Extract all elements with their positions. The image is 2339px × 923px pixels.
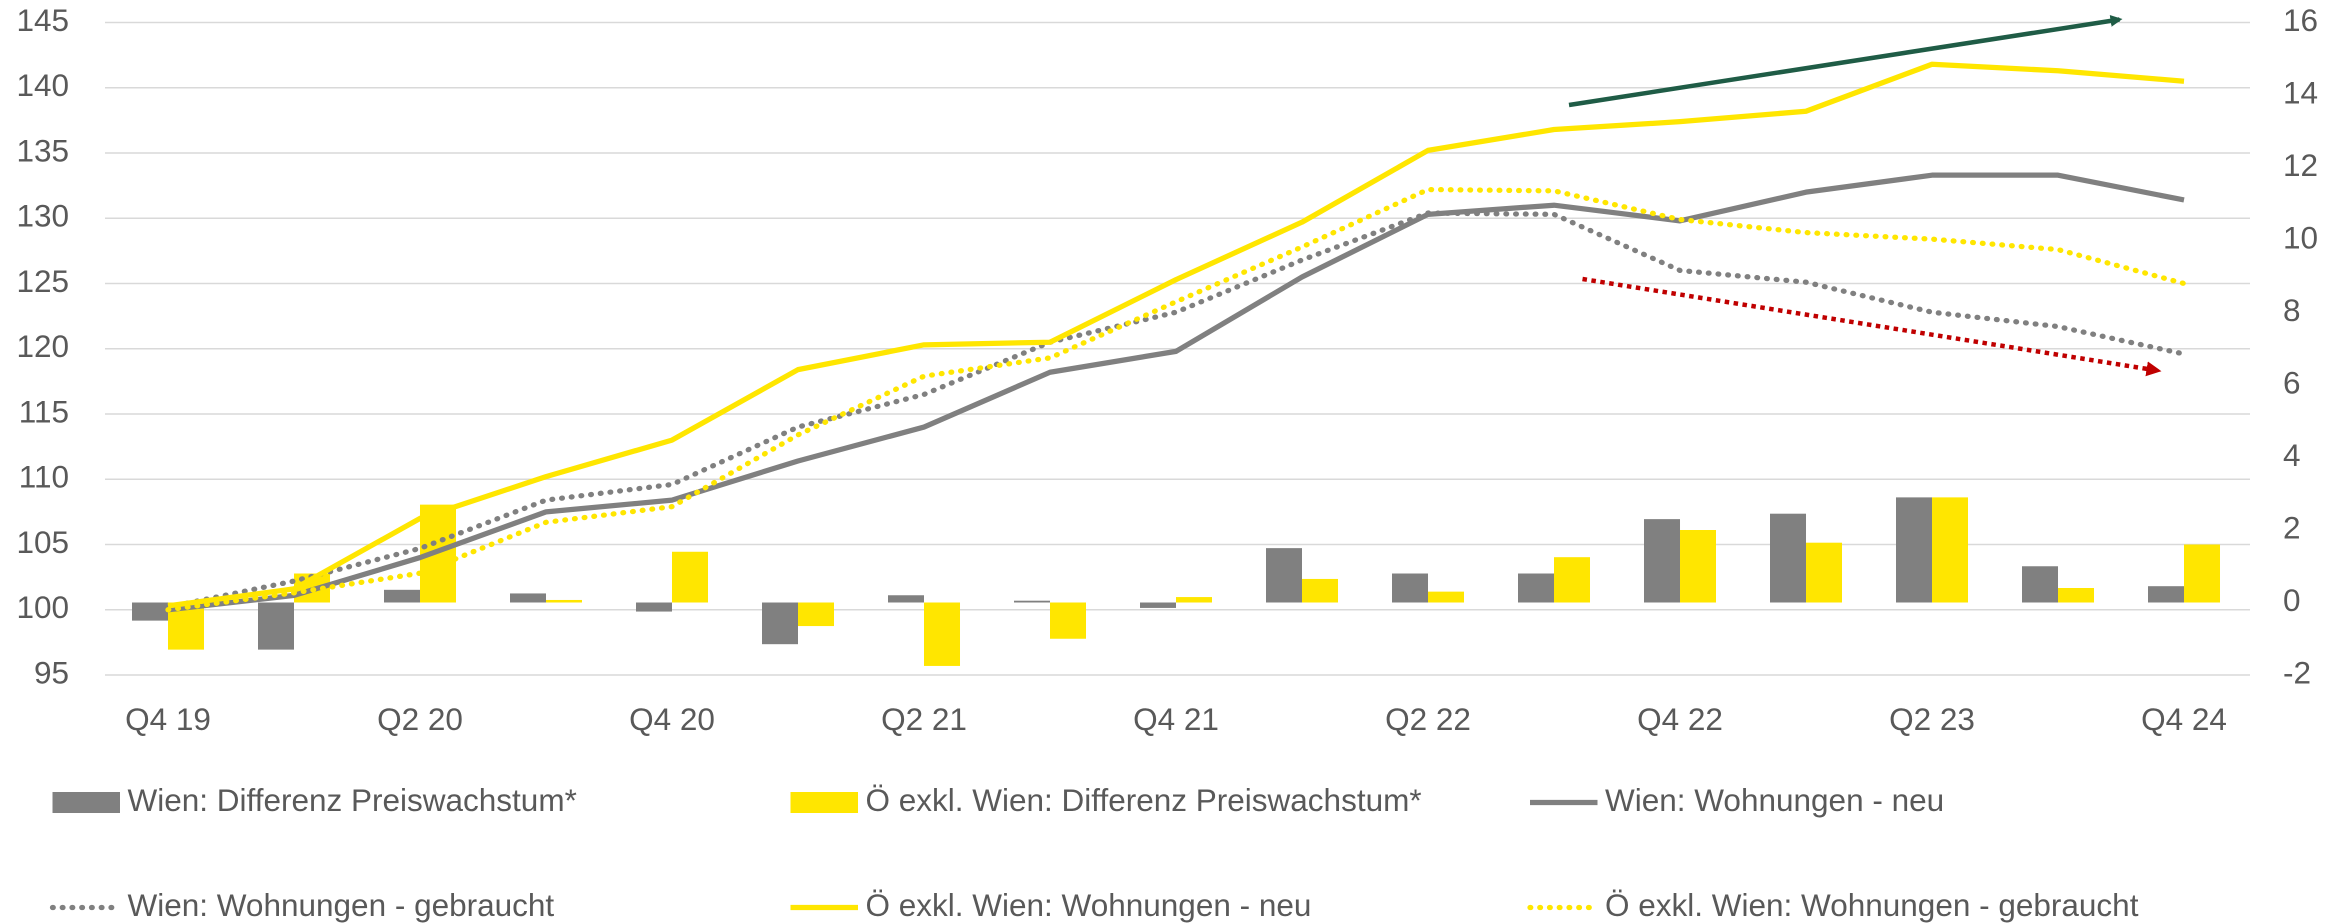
bar: [1428, 591, 1465, 603]
legend-label: Wien: Wohnungen - gebraucht: [128, 887, 555, 923]
y-tick-label: 125: [16, 263, 69, 299]
bar: [1896, 497, 1933, 603]
y2-tick-label: 4: [2283, 437, 2301, 473]
x-tick-label: Q4 21: [1133, 701, 1219, 737]
bar: [384, 589, 421, 603]
bar: [546, 599, 583, 603]
bar: [672, 551, 709, 603]
y-tick-label: 105: [16, 524, 69, 560]
y-tick-label: 95: [34, 654, 69, 690]
bar: [636, 602, 673, 612]
legend-label: Wien: Wohnungen - neu: [1605, 782, 1944, 818]
bar: [1554, 557, 1591, 603]
bar: [1680, 530, 1717, 603]
y-tick-label: 110: [19, 459, 69, 495]
line-series: [165, 210, 2187, 610]
y2-tick-label: 6: [2283, 364, 2301, 400]
y2-tick-label: -2: [2283, 654, 2311, 690]
x-tick-label: Q4 19: [125, 701, 211, 737]
y2-tick-label: 12: [2283, 147, 2318, 183]
legend-label: Ö exkl. Wien: Differenz Preiswachstum*: [866, 782, 1422, 818]
line-series: [167, 61, 2185, 609]
bar: [1392, 573, 1429, 603]
y2-tick-label: 10: [2283, 219, 2318, 255]
legend-label: Ö exkl. Wien: Wohnungen - neu: [866, 887, 1312, 923]
bar: [2148, 586, 2185, 603]
y2-tick-label: 8: [2283, 292, 2301, 328]
y-tick-label: 100: [16, 589, 69, 625]
bar: [1302, 578, 1339, 603]
x-tick-label: Q2 23: [1889, 701, 1975, 737]
y-tick-label: 120: [16, 328, 69, 364]
bar: [1176, 597, 1213, 603]
legend-swatch: [52, 792, 121, 814]
bar: [924, 602, 961, 666]
bar: [2058, 588, 2095, 603]
bar: [2184, 544, 2221, 603]
bar: [798, 602, 835, 627]
x-tick-label: Q2 22: [1385, 701, 1471, 737]
bar: [888, 595, 925, 603]
y2-tick-label: 16: [2283, 2, 2318, 38]
y2-tick-label: 14: [2283, 74, 2318, 110]
bar: [1806, 542, 1843, 603]
bar: [762, 602, 799, 645]
legend: Wien: Differenz Preiswachstum* Ö exkl. Wi…: [49, 782, 2139, 923]
x-tick-label: Q2 20: [377, 701, 463, 737]
line-series: [167, 172, 2185, 613]
y-tick-label: 140: [16, 67, 69, 103]
legend-label: Wien: Differenz Preiswachstum*: [128, 782, 577, 818]
y2-tick-label: 0: [2283, 582, 2301, 618]
trend-arrow-down: [1582, 276, 2162, 377]
bar: [1050, 602, 1087, 639]
bar: [258, 602, 295, 650]
legend-swatch: [790, 792, 859, 814]
bar: [1014, 600, 1051, 603]
bar: [1770, 513, 1807, 603]
bar: [1518, 573, 1555, 603]
y-tick-label: 135: [16, 132, 69, 168]
x-tick-label: Q2 21: [881, 701, 967, 737]
y2-tick-label: 2: [2283, 509, 2301, 545]
bars: [132, 497, 2221, 666]
legend-label: Ö exkl. Wien: Wohnungen - gebraucht: [1605, 887, 2139, 923]
bar: [132, 602, 169, 621]
bar: [1644, 519, 1681, 603]
bar: [1140, 602, 1177, 608]
bar: [1932, 497, 1969, 603]
bar: [1266, 548, 1303, 603]
bar: [2022, 566, 2059, 603]
axes: 95 100 105 110 115 120 125 130 135 140 145 -2 0 2 4 6 8 1…: [16, 2, 2318, 737]
lines: [165, 61, 2187, 613]
y-tick-label: 115: [19, 393, 69, 429]
bar: [510, 593, 547, 603]
line-series: [165, 186, 2187, 613]
x-tick-label: Q4 20: [629, 701, 715, 737]
y-tick-label: 145: [16, 2, 69, 38]
x-tick-label: Q4 22: [1637, 701, 1723, 737]
y-tick-label: 130: [16, 198, 69, 234]
x-tick-label: Q4 24: [2141, 701, 2227, 737]
trend-arrow-up: [1568, 14, 2123, 108]
